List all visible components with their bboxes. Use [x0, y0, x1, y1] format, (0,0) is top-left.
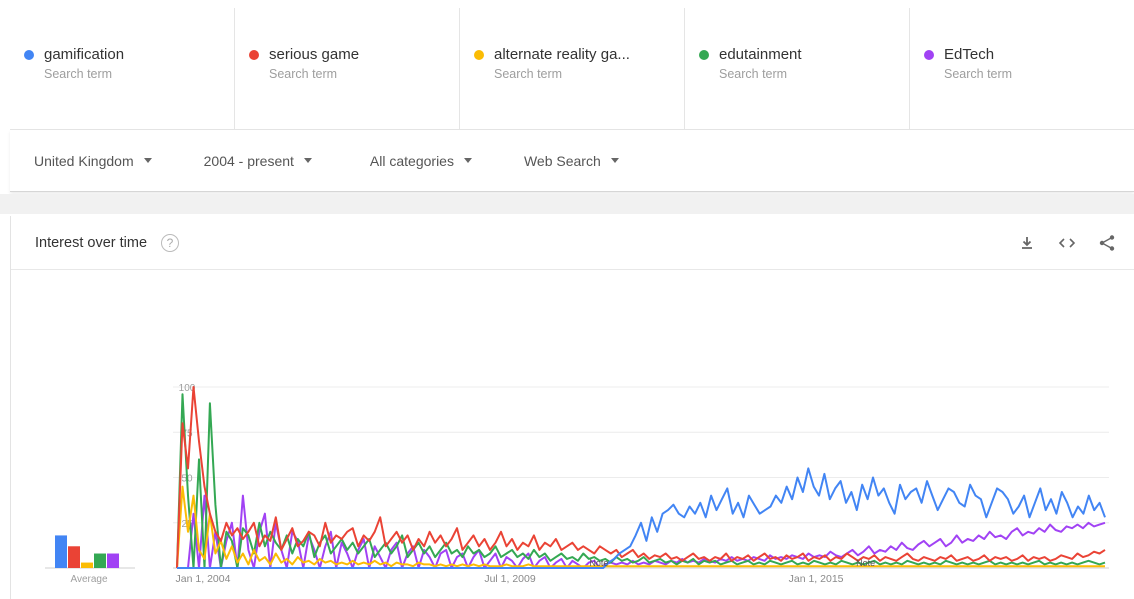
term-type: Search term: [44, 67, 113, 81]
search-terms-bar: gamification Search term serious game Se…: [10, 8, 1134, 130]
average-bar: [81, 562, 93, 568]
search-term-0[interactable]: gamification Search term: [10, 8, 235, 129]
search-term-2[interactable]: alternate reality ga... Search term: [460, 8, 685, 129]
y-tick-label: 75: [181, 428, 193, 439]
embed-icon[interactable]: [1056, 232, 1078, 254]
search-type-dropdown[interactable]: Web Search: [524, 153, 619, 169]
search-term-4[interactable]: EdTech Search term: [910, 8, 1134, 129]
dropdown-caret-icon: [463, 158, 472, 163]
series-color-dot: [474, 49, 484, 60]
search-type-label: Web Search: [523, 152, 601, 169]
x-tick-label: Jan 1, 2015: [789, 573, 844, 585]
card-actions: [1016, 232, 1118, 254]
help-icon[interactable]: ?: [161, 233, 180, 252]
average-bar: [107, 553, 119, 568]
series-line: [177, 494, 1106, 569]
category-dropdown[interactable]: All categories: [370, 153, 472, 169]
note-marker: Note: [589, 558, 608, 568]
term-name: serious game: [269, 46, 360, 63]
term-type: Search term: [494, 67, 563, 81]
series-line: [176, 485, 1105, 569]
term-type: Search term: [269, 67, 338, 81]
note-marker: Note: [856, 558, 875, 568]
term-type: Search term: [944, 67, 1013, 81]
series-color-dot: [249, 49, 259, 60]
series-line: [176, 393, 1106, 569]
time-range-dropdown[interactable]: 2004 - present: [204, 153, 312, 169]
y-tick-label: 100: [179, 383, 196, 394]
series-line: [177, 467, 1106, 569]
average-bar: [55, 535, 67, 568]
interest-over-time-card: Interest over time ? 100 75 50 25 Jan 1, 200…: [10, 216, 1134, 599]
term-name: EdTech: [944, 46, 995, 63]
x-tick-label: Jul 1, 2009: [484, 573, 536, 585]
average-bar: [68, 546, 80, 568]
term-name: edutainment: [719, 46, 802, 63]
term-type: Search term: [719, 67, 788, 81]
average-bar: [94, 553, 106, 568]
download-icon[interactable]: [1016, 232, 1038, 254]
dropdown-caret-icon: [610, 158, 619, 163]
region-label: United Kingdom: [34, 152, 134, 169]
region-dropdown[interactable]: United Kingdom: [34, 153, 152, 169]
x-tick-label: Jan 1, 2004: [176, 573, 231, 585]
series-color-dot: [924, 49, 934, 60]
time-range-label: 2004 - present: [203, 152, 294, 169]
search-term-3[interactable]: edutainment Search term: [685, 8, 910, 129]
card-title: Interest over time: [35, 234, 148, 251]
share-icon[interactable]: [1096, 232, 1118, 254]
average-label: Average: [70, 574, 108, 585]
series-line: [176, 386, 1106, 569]
dropdown-caret-icon: [143, 158, 152, 163]
category-label: All categories: [369, 152, 454, 169]
card-header: Interest over time ?: [11, 216, 1134, 270]
dropdown-caret-icon: [303, 158, 312, 163]
series-color-dot: [24, 49, 34, 60]
term-name: gamification: [44, 46, 125, 63]
term-name: alternate reality ga...: [494, 46, 630, 63]
filters-bar: United Kingdom 2004 - present All catego…: [10, 130, 1134, 192]
search-term-1[interactable]: serious game Search term: [235, 8, 460, 129]
series-color-dot: [699, 49, 709, 60]
section-divider: [0, 194, 1134, 214]
